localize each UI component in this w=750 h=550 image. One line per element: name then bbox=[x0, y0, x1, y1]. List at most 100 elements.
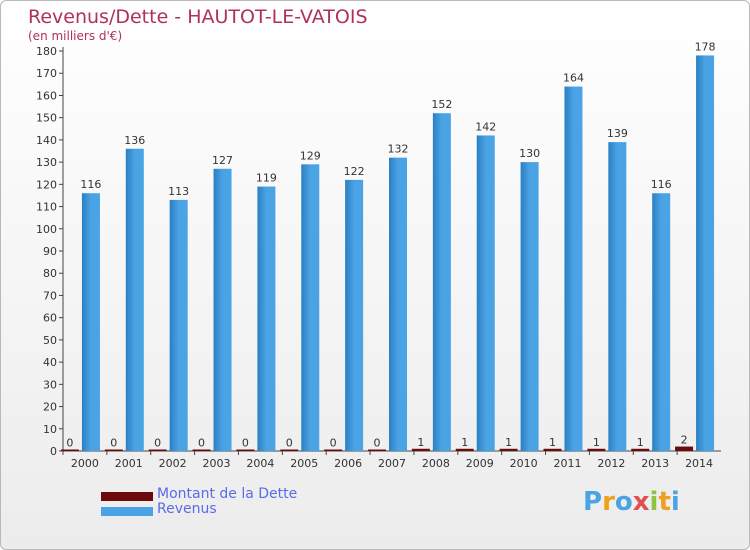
x-tick-label: 2010 bbox=[510, 457, 538, 470]
legend-swatch-revenue bbox=[101, 507, 153, 516]
data-label-revenue: 127 bbox=[212, 154, 233, 167]
data-label-revenue: 116 bbox=[651, 178, 672, 191]
x-tick-label: 2005 bbox=[290, 457, 318, 470]
bar-debt bbox=[192, 449, 211, 451]
x-tick-label: 2004 bbox=[246, 457, 274, 470]
data-label-revenue: 116 bbox=[80, 178, 101, 191]
logo-letter: i bbox=[649, 487, 659, 517]
x-tick-label: 2006 bbox=[334, 457, 362, 470]
bar-debt bbox=[324, 449, 343, 451]
legend-swatch-debt bbox=[101, 492, 153, 501]
y-tick-label: 90 bbox=[43, 245, 57, 258]
bar-revenue bbox=[520, 162, 539, 451]
bar-revenue bbox=[301, 164, 320, 452]
bar-debt bbox=[104, 449, 123, 451]
chart-labels: 0 116 0 136 0 1 130 127 0 119 0 129 0 122 0 132 1 152 1 142… bbox=[66, 40, 715, 449]
y-tick-label: 30 bbox=[43, 378, 57, 391]
y-tick-label: 110 bbox=[36, 201, 57, 214]
bar-debt bbox=[280, 449, 299, 451]
data-label-revenue: 129 bbox=[300, 149, 321, 162]
bar-revenue bbox=[345, 179, 364, 451]
y-tick-label: 120 bbox=[36, 178, 57, 191]
y-tick-label: 140 bbox=[36, 134, 57, 147]
x-tick-label: 2002 bbox=[159, 457, 187, 470]
y-tick-label: 10 bbox=[43, 423, 57, 436]
bar-debt bbox=[236, 449, 255, 451]
logo-letter: o bbox=[614, 487, 633, 517]
y-tick-label: 180 bbox=[36, 45, 57, 58]
chart-title: Revenus/Dette - HAUTOT-LE-VATOIS bbox=[28, 6, 368, 28]
bar-debt bbox=[455, 448, 474, 451]
x-tick-label: 2008 bbox=[422, 457, 450, 470]
data-label-debt: 1 bbox=[637, 436, 644, 449]
x-tick-label: 2001 bbox=[115, 457, 143, 470]
bar-debt bbox=[675, 446, 694, 451]
bar-debt bbox=[148, 449, 167, 451]
bar-debt bbox=[411, 448, 430, 451]
bar-revenue bbox=[169, 199, 188, 451]
y-tick-label: 80 bbox=[43, 267, 57, 280]
data-label-debt: 1 bbox=[505, 436, 512, 449]
data-label-debt: 0 bbox=[154, 437, 161, 450]
bar-revenue bbox=[696, 55, 715, 451]
data-label-debt: 0 bbox=[286, 437, 293, 450]
bar-revenue bbox=[125, 148, 144, 451]
legend-label-revenue: Revenus bbox=[157, 501, 217, 517]
y-tick-label: 40 bbox=[43, 356, 57, 369]
y-tick-label: 100 bbox=[36, 223, 57, 236]
data-label-debt: 0 bbox=[110, 437, 117, 450]
data-label-revenue: 178 bbox=[695, 40, 716, 53]
y-tick-label: 160 bbox=[36, 89, 57, 102]
bar-revenue bbox=[389, 157, 407, 451]
data-label-debt: 0 bbox=[242, 437, 249, 450]
bar-revenue bbox=[476, 135, 495, 451]
x-tick-label: 2013 bbox=[641, 457, 669, 470]
logo-letter: P bbox=[583, 487, 603, 517]
chart-bars bbox=[60, 55, 715, 452]
data-label-debt: 1 bbox=[549, 436, 556, 449]
x-tick-label: 2000 bbox=[71, 457, 99, 470]
y-tick-label: 50 bbox=[43, 334, 57, 347]
data-label-revenue: 130 bbox=[519, 147, 540, 160]
data-label-debt: 1 bbox=[593, 436, 600, 449]
data-label-revenue: 152 bbox=[431, 98, 452, 111]
x-tick-label: 2009 bbox=[466, 457, 494, 470]
bar-revenue bbox=[432, 113, 451, 451]
data-label-revenue: 136 bbox=[124, 134, 145, 147]
data-label-debt: 0 bbox=[330, 437, 337, 450]
bar-revenue bbox=[257, 186, 276, 452]
data-label-debt: 0 bbox=[374, 437, 381, 450]
bar-debt bbox=[499, 448, 518, 451]
x-tick-label: 2003 bbox=[203, 457, 231, 470]
y-tick-label: 60 bbox=[43, 312, 57, 325]
data-label-debt: 0 bbox=[66, 437, 73, 450]
data-label-debt: 0 bbox=[198, 437, 205, 450]
data-label-revenue: 142 bbox=[475, 120, 496, 133]
y-tick-label: 70 bbox=[43, 289, 57, 302]
bar-debt bbox=[587, 448, 606, 451]
data-label-revenue: 119 bbox=[256, 172, 277, 185]
data-label-debt: 1 bbox=[417, 436, 424, 449]
y-tick-label: 130 bbox=[36, 156, 57, 169]
bar-revenue bbox=[81, 193, 100, 451]
y-tick-label: 150 bbox=[36, 112, 57, 125]
bar-debt bbox=[60, 449, 79, 451]
logo-letter: x bbox=[632, 487, 650, 517]
y-tick-label: 20 bbox=[43, 401, 57, 414]
bar-revenue bbox=[652, 193, 671, 451]
y-tick-label: 0 bbox=[50, 445, 57, 458]
data-label-debt: 2 bbox=[681, 434, 688, 447]
y-tick-label: 170 bbox=[36, 67, 57, 80]
legend-label-debt: Montant de la Dette bbox=[157, 486, 298, 502]
data-label-revenue: 132 bbox=[388, 143, 409, 156]
bar-debt bbox=[631, 448, 650, 451]
logo-letter: r bbox=[602, 487, 615, 517]
data-label-revenue: 139 bbox=[607, 127, 628, 140]
x-tick-label: 2007 bbox=[378, 457, 406, 470]
data-label-revenue: 122 bbox=[344, 165, 365, 178]
logo-letter: i bbox=[670, 487, 680, 517]
proxiti-logo: Proxiti bbox=[583, 487, 680, 517]
x-tick-label: 2011 bbox=[553, 457, 581, 470]
